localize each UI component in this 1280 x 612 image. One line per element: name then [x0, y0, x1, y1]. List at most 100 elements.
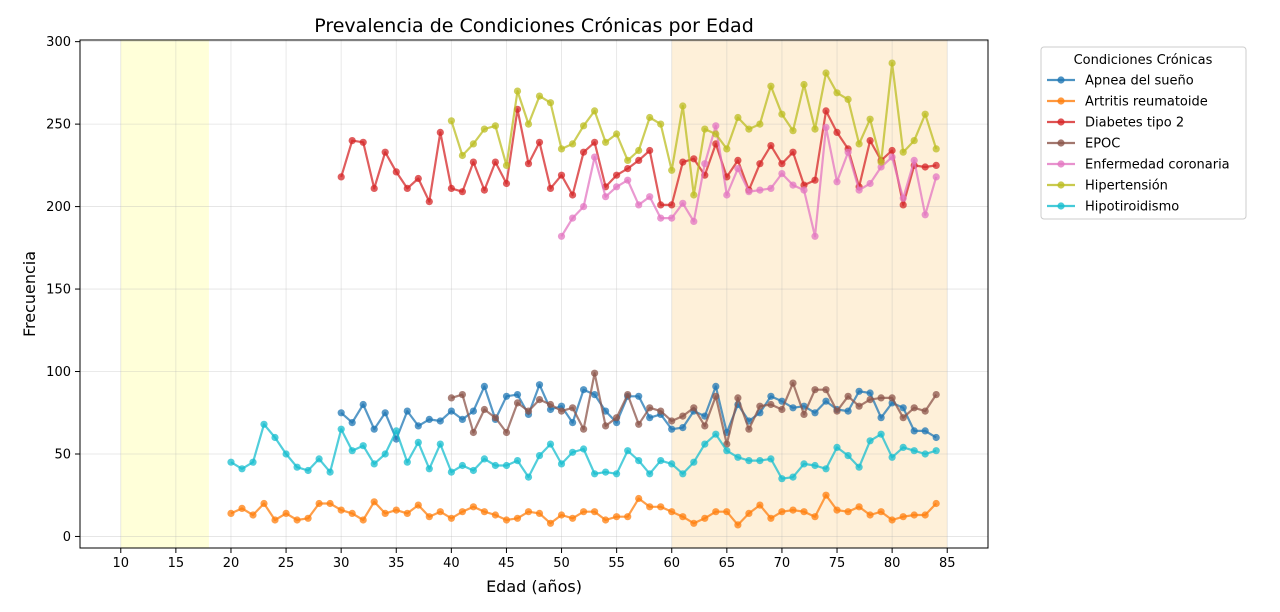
series-1-point — [370, 425, 378, 433]
series-6-point — [833, 89, 841, 97]
series-2-point — [844, 508, 852, 516]
series-1-point — [844, 407, 852, 415]
y-tick-label: 100 — [46, 365, 71, 380]
series-2-point — [613, 513, 621, 521]
series-4-point — [513, 399, 522, 407]
x-tick-label: 80 — [884, 556, 901, 571]
series-7-point — [932, 447, 940, 455]
series-5-point — [822, 123, 830, 131]
series-2-point — [635, 494, 643, 503]
plot-frame — [79, 39, 989, 549]
series-1-point — [436, 417, 444, 425]
series-4-point — [491, 414, 499, 422]
series-5-point — [888, 153, 896, 161]
series-1-point — [469, 407, 477, 415]
series-2-point — [822, 491, 830, 499]
series-1-point — [921, 427, 929, 435]
series-3-point — [778, 160, 786, 168]
legend-item: EPOC — [1047, 137, 1120, 152]
series-1-point — [580, 386, 588, 394]
series-3-point — [734, 156, 742, 164]
series-6-point — [580, 122, 588, 130]
series-1-point — [646, 414, 654, 422]
series-1-point — [337, 409, 345, 417]
series-6-point — [569, 140, 577, 148]
y-tick-label: 150 — [46, 283, 71, 298]
series-5-point — [668, 214, 676, 222]
series-5-point — [624, 176, 632, 184]
series-7-point — [480, 455, 488, 463]
series-2-point — [271, 516, 279, 524]
series-2-point — [921, 511, 929, 519]
series-7-point — [679, 470, 687, 478]
series-1-point — [359, 400, 367, 409]
series-4-point — [811, 386, 819, 394]
series-7-point — [855, 463, 863, 471]
legend-marker — [1057, 118, 1065, 126]
series-3-point — [866, 137, 874, 145]
legend-label: Artritis reumatoide — [1085, 95, 1208, 110]
series-3-point — [690, 155, 698, 163]
series-6-point — [789, 127, 797, 135]
series-7-point — [304, 466, 312, 475]
series-4-point — [800, 410, 808, 418]
series-7-point — [866, 437, 874, 445]
series-1-point — [899, 404, 907, 412]
series-2-point — [602, 516, 610, 524]
series-1-point — [447, 407, 455, 415]
series-4-point — [646, 404, 654, 412]
series-4-point — [701, 422, 709, 430]
series-1-point — [458, 415, 466, 423]
x-tick-label: 45 — [498, 556, 515, 571]
series-3-point — [932, 161, 940, 169]
series-4-point — [877, 394, 885, 402]
series-6-point — [635, 146, 643, 155]
series-6-point — [613, 130, 621, 138]
series-2-point — [756, 501, 764, 509]
shaded-region-2 — [671, 40, 948, 548]
series-7-point — [591, 470, 599, 478]
series-6-point — [701, 125, 709, 133]
series-4-point — [657, 407, 665, 415]
series-4-point — [844, 392, 852, 400]
series-6-point — [844, 95, 852, 103]
series-5-point — [833, 178, 841, 186]
series-2-point — [315, 499, 323, 508]
series-4-point — [833, 407, 841, 415]
series-6-point — [447, 117, 455, 125]
legend-label: EPOC — [1085, 137, 1120, 152]
series-7-point — [293, 463, 301, 471]
series-7-point — [778, 475, 786, 483]
series-7-point — [458, 461, 466, 470]
series-7-point — [767, 455, 775, 463]
series-7-point — [238, 465, 246, 473]
legend-label: Diabetes tipo 2 — [1085, 116, 1184, 131]
series-5-point — [602, 193, 610, 201]
series-4-point — [723, 440, 731, 448]
series-5-point — [679, 199, 687, 207]
series-7-point — [337, 425, 345, 433]
legend-item: Diabetes tipo 2 — [1047, 116, 1184, 131]
series-4-point — [822, 386, 830, 394]
x-tick-label: 85 — [939, 556, 956, 571]
series-2-point — [425, 513, 433, 521]
series-7-point — [613, 470, 621, 478]
y-tick-label: 50 — [54, 447, 71, 462]
series-2-point — [546, 519, 555, 527]
series-2-point — [888, 516, 896, 524]
series-1-point — [513, 391, 522, 399]
series-1-point — [348, 419, 356, 427]
series-4-point — [557, 407, 566, 415]
chart-title: Prevalencia de Condiciones Crónicas por … — [314, 15, 754, 37]
series-1-point — [866, 389, 874, 397]
series-6-point — [921, 110, 929, 118]
series-3-point — [524, 160, 533, 168]
series-3-point — [646, 146, 654, 155]
series-3-point — [580, 148, 588, 156]
x-axis-title: Edad (años) — [486, 577, 582, 596]
series-7-point — [282, 450, 290, 458]
series-3-point — [657, 201, 665, 209]
series-5-point — [657, 214, 665, 222]
series-6-point — [899, 148, 907, 156]
